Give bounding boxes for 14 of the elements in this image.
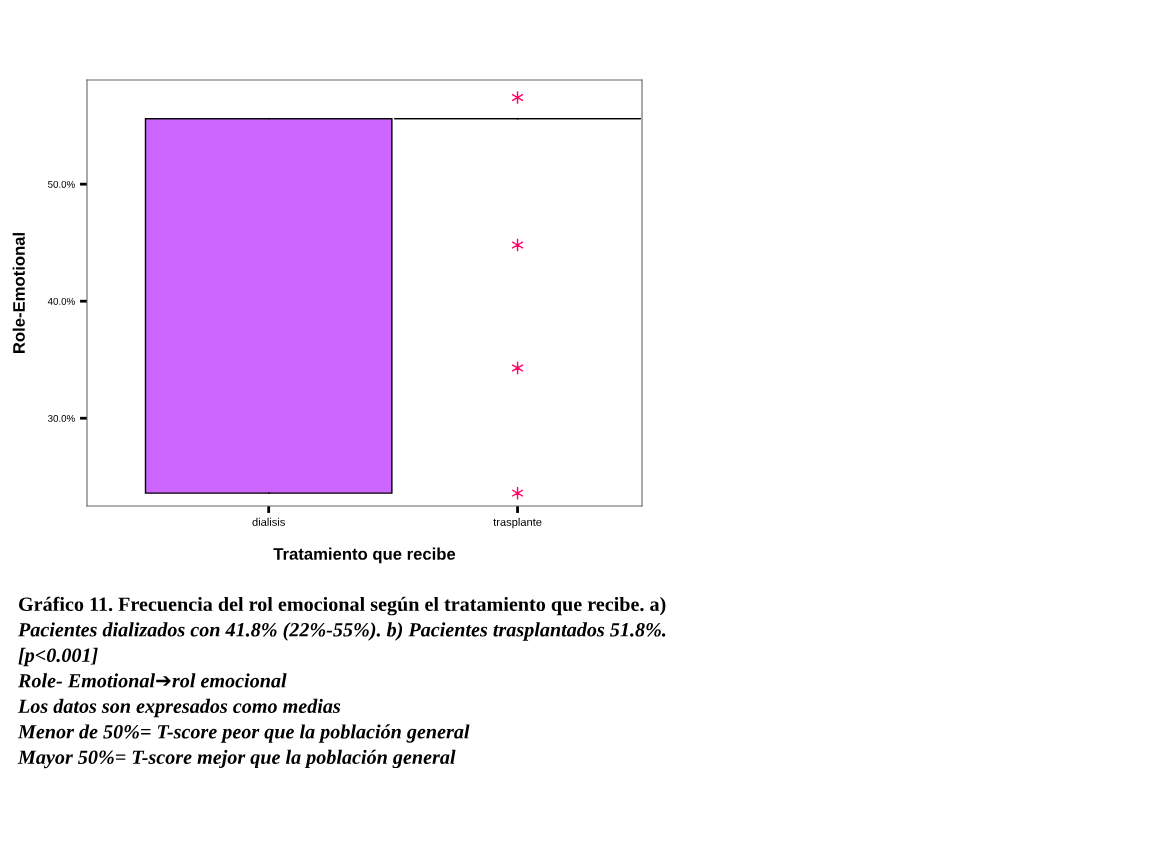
text: Los datos son expresados como medias [17, 698, 341, 718]
text: Mayor 50%= T-score mejor que la población general [17, 749, 456, 769]
text: [p<0.001] [18, 647, 98, 667]
x-tick-label: trasplante [493, 517, 542, 529]
text: Pacientes dializados con 41.8% (22%-55%). b) Pacientes trasplantados 51.8%. [17, 622, 666, 641]
y-tick-label: 50.0% [48, 180, 75, 188]
x-axis-title: Tratamiento que recibe [273, 547, 456, 564]
text: Role- Emotional➔rol emocional [17, 673, 287, 688]
text: Gráfico 11. Frecuencia del rol emocional según el tratamiento que recibe. a) [18, 596, 666, 616]
y-tick-label: 40.0% [47, 297, 75, 305]
text: Menor de 50%= T-score peor que la población general [17, 724, 470, 743]
y-axis-title: Role-Emotional [12, 233, 25, 353]
y-tick-label: 30.0% [48, 414, 75, 422]
x-tick-label: dialisis [252, 517, 285, 526]
